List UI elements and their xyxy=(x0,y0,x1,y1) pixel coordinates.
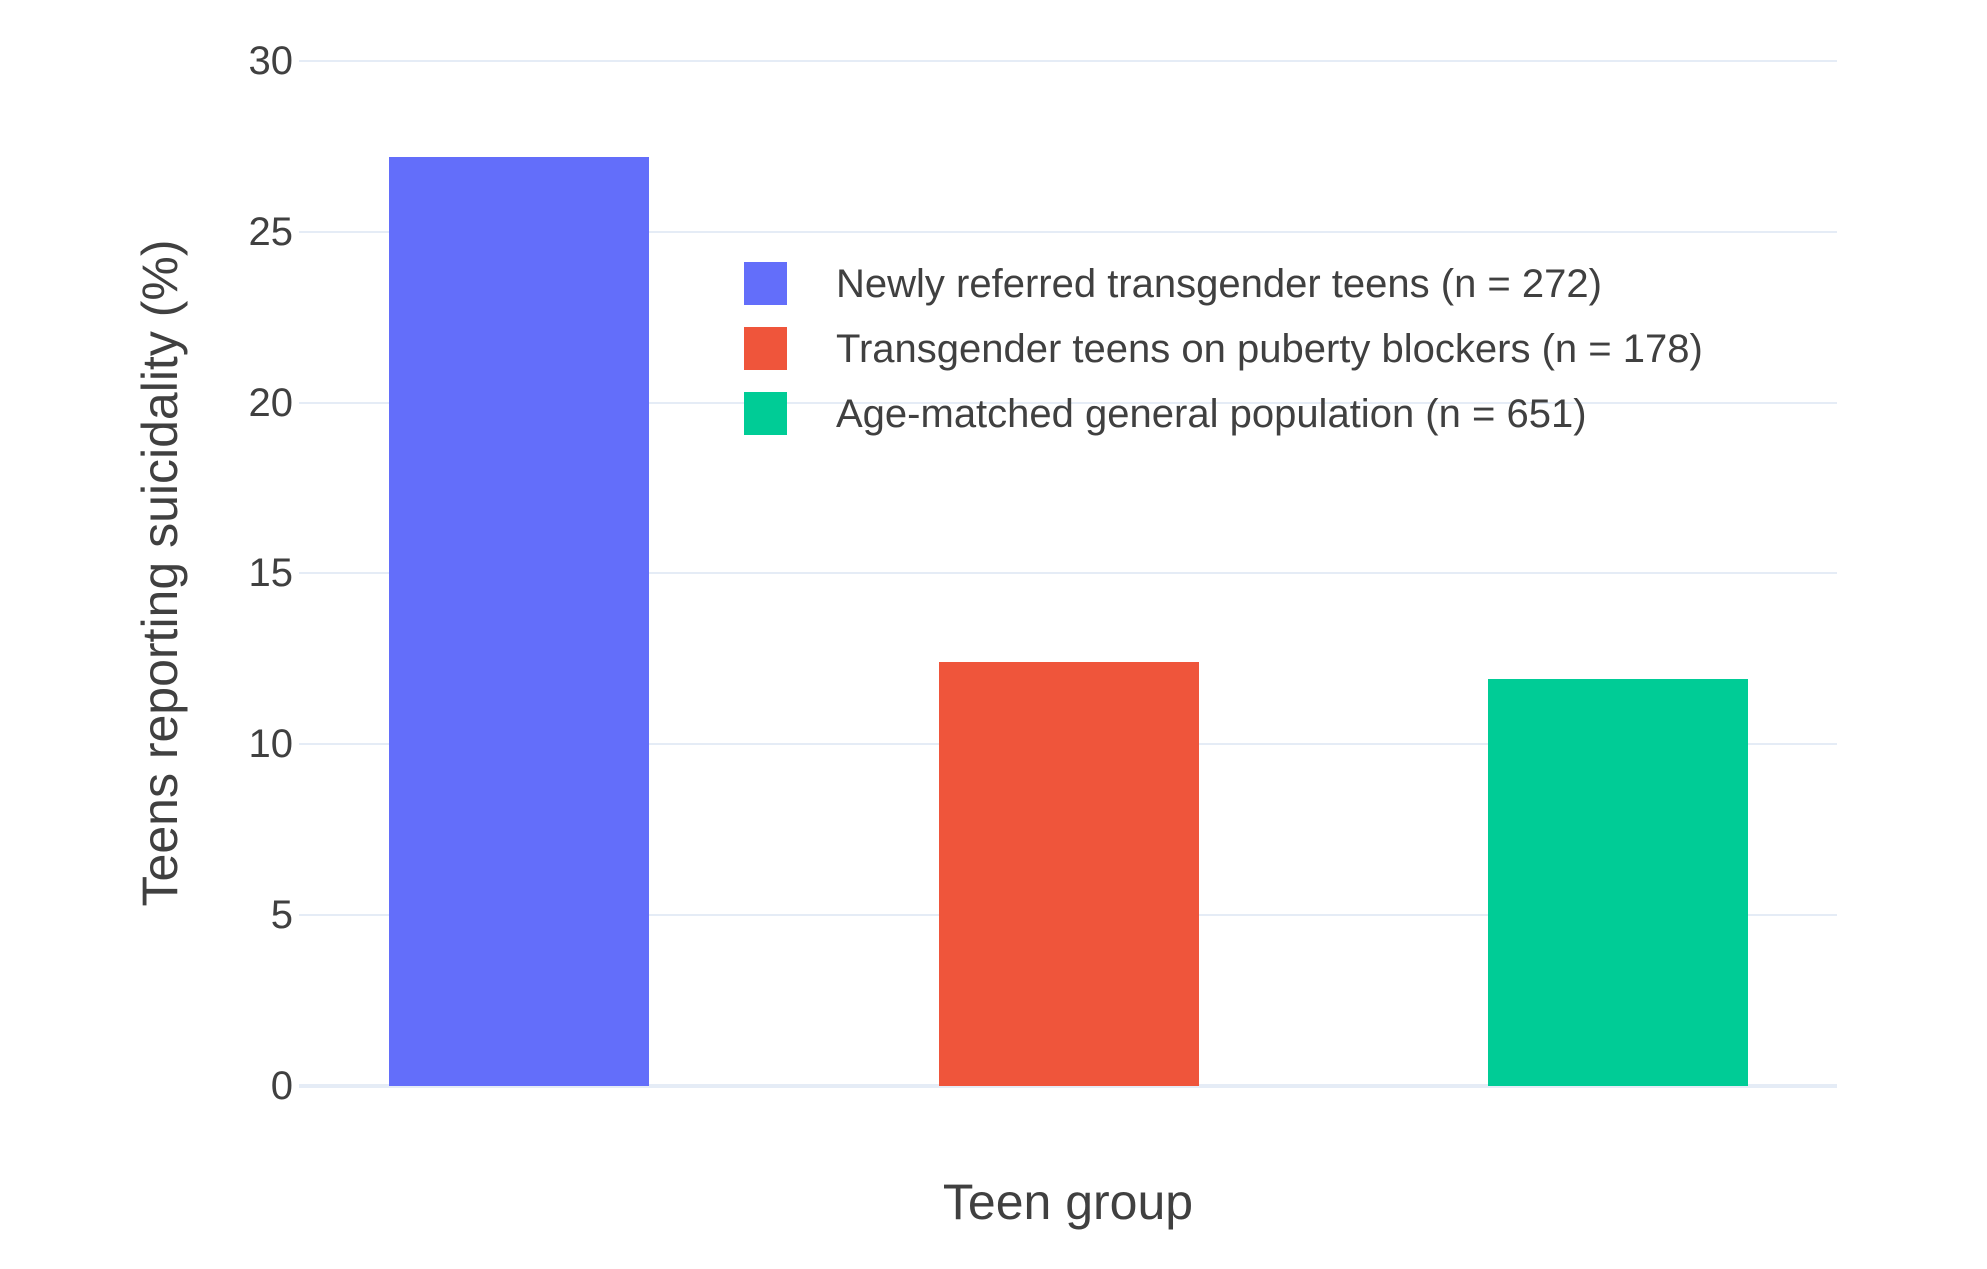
y-tick-label-30: 30 xyxy=(248,38,294,83)
bar-3[interactable] xyxy=(1488,679,1748,1086)
bar-1[interactable] xyxy=(389,156,649,1086)
x-axis-zeroline xyxy=(299,1084,1837,1088)
gridline-y-25 xyxy=(299,230,1837,233)
legend-label: Age-matched general population (n = 651) xyxy=(836,391,1587,436)
gridline-y-30 xyxy=(299,59,1837,62)
legend-swatch-icon xyxy=(744,262,787,305)
legend-label: Newly referred transgender teens (n = 27… xyxy=(836,261,1602,306)
y-tick-label-5: 5 xyxy=(270,893,293,938)
gridline-y-20 xyxy=(299,401,1837,404)
y-tick-label-10: 10 xyxy=(248,722,294,767)
legend-item-3[interactable]: Age-matched general population (n = 651) xyxy=(744,381,1703,446)
bar-2[interactable] xyxy=(939,662,1199,1086)
legend-item-1[interactable]: Newly referred transgender teens (n = 27… xyxy=(744,251,1703,316)
y-tick-label-20: 20 xyxy=(248,380,294,425)
legend-label: Transgender teens on puberty blockers (n… xyxy=(836,326,1703,371)
x-axis-title: Teen group xyxy=(942,1174,1194,1230)
legend: Newly referred transgender teens (n = 27… xyxy=(744,251,1703,446)
gridline-y-15 xyxy=(299,572,1837,575)
legend-swatch-icon xyxy=(744,392,787,435)
legend-swatch-icon xyxy=(744,327,787,370)
y-tick-label-0: 0 xyxy=(270,1064,293,1108)
y-tick-label-15: 15 xyxy=(248,551,294,596)
legend-item-2[interactable]: Transgender teens on puberty blockers (n… xyxy=(744,316,1703,381)
y-tick-label-25: 25 xyxy=(248,209,294,254)
